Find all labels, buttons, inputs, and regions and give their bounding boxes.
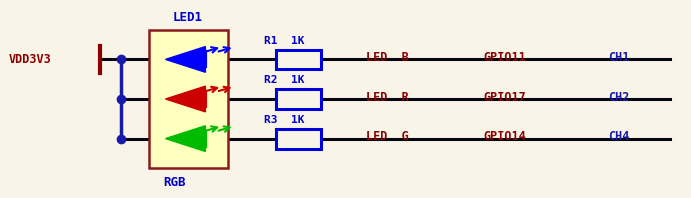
Bar	[276, 50, 321, 69]
Polygon shape	[166, 47, 205, 72]
Bar	[276, 89, 321, 109]
Bar	[149, 30, 228, 168]
Text: GPIO11: GPIO11	[484, 51, 527, 64]
Text: RGB: RGB	[163, 176, 185, 189]
Text: CH4: CH4	[608, 130, 630, 143]
Text: LED  R: LED R	[366, 90, 409, 104]
Text: VDD3V3: VDD3V3	[9, 53, 52, 66]
Bar	[276, 129, 321, 148]
Text: R1  1K: R1 1K	[264, 35, 305, 46]
Text: GPIO14: GPIO14	[484, 130, 527, 143]
Polygon shape	[166, 126, 205, 151]
Text: CH2: CH2	[608, 90, 630, 104]
Text: CH1: CH1	[608, 51, 630, 64]
Polygon shape	[166, 86, 205, 112]
Text: LED  G: LED G	[366, 130, 409, 143]
Text: LED1: LED1	[173, 11, 203, 24]
Text: R3  1K: R3 1K	[264, 115, 305, 125]
Text: GPIO17: GPIO17	[484, 90, 527, 104]
Text: R2  1K: R2 1K	[264, 75, 305, 85]
Text: LED  B: LED B	[366, 51, 409, 64]
